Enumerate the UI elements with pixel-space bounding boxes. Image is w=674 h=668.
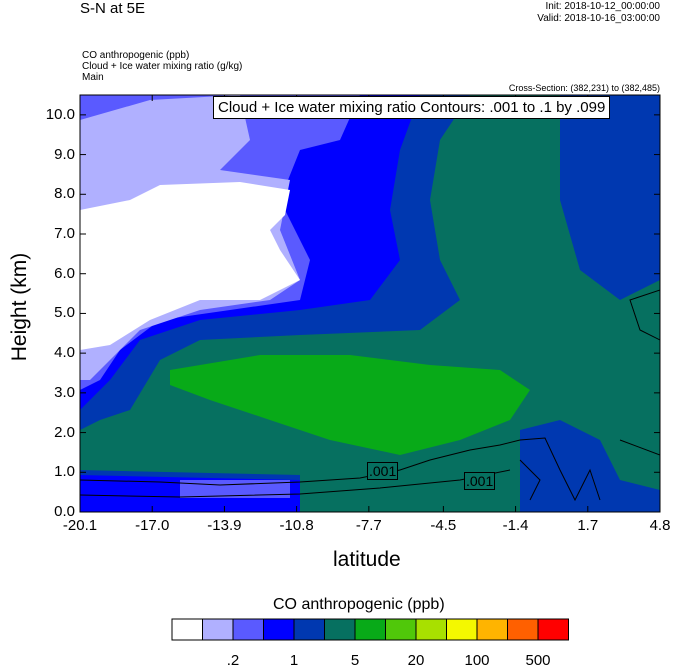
x-tick-label: -10.8 bbox=[279, 517, 314, 534]
contour-info: Cloud + Ice water mixing ratio Contours:… bbox=[213, 96, 611, 119]
field-3: Main bbox=[82, 72, 104, 83]
contour-label: .001 bbox=[464, 472, 496, 490]
field-2: Cloud + Ice water mixing ratio (g/kg) bbox=[82, 61, 243, 72]
colorbar-label: 5 bbox=[350, 652, 360, 668]
colorbar-swatch bbox=[232, 618, 264, 641]
co-region-white bbox=[80, 182, 300, 350]
colorbar-swatch bbox=[293, 618, 325, 641]
colorbar-title: CO anthropogenic (ppb) bbox=[273, 596, 445, 613]
plot-frame bbox=[79, 94, 661, 513]
colorbar-swatch bbox=[202, 618, 234, 641]
colorbar-swatch bbox=[507, 618, 539, 641]
colorbar-label: 100 bbox=[464, 652, 490, 668]
x-tick-label: -17.0 bbox=[135, 517, 170, 534]
y-axis-label: Height (km) bbox=[8, 252, 31, 362]
x-tick-label: -1.4 bbox=[502, 517, 529, 534]
colorbar-label: 1 bbox=[289, 652, 299, 668]
valid-time: Valid: 2018-10-16_03:00:00 bbox=[537, 13, 660, 24]
x-tick-label: 4.8 bbox=[649, 517, 671, 534]
colorbar-swatch bbox=[476, 618, 508, 641]
x-tick-label: -7.7 bbox=[355, 517, 382, 534]
colorbar-swatch bbox=[385, 618, 417, 641]
y-tick-label: 5.0 bbox=[54, 304, 75, 322]
colorbar-swatch bbox=[171, 618, 203, 641]
x-tick-label: -20.1 bbox=[62, 517, 98, 534]
x-tick-label: -4.5 bbox=[430, 517, 457, 534]
y-tick-label: 9.0 bbox=[54, 145, 75, 163]
y-tick-label: 2.0 bbox=[54, 423, 75, 441]
colorbar-swatch bbox=[415, 618, 447, 641]
field-1: CO anthropogenic (ppb) bbox=[82, 50, 190, 61]
colorbar-swatch bbox=[446, 618, 478, 641]
y-tick-label: 6.0 bbox=[54, 264, 75, 282]
colorbar-label: .2 bbox=[226, 652, 240, 668]
y-tick-label: 8.0 bbox=[54, 185, 75, 203]
y-tick-label: 7.0 bbox=[54, 225, 75, 242]
colorbar bbox=[171, 618, 569, 641]
colorbar-swatch bbox=[354, 618, 386, 641]
y-tick-label: 10.0 bbox=[45, 105, 75, 123]
contour-label: .001 bbox=[367, 462, 399, 480]
init-time: Init: 2018-10-12_00:00:00 bbox=[545, 1, 660, 12]
co-region-green bbox=[170, 355, 530, 455]
x-tick-label: 1.7 bbox=[577, 517, 599, 534]
x-tick-label: -13.9 bbox=[207, 517, 242, 534]
y-tick-label: 4.0 bbox=[54, 344, 75, 362]
y-tick-label: 0.0 bbox=[54, 503, 75, 520]
x-axis-label: latitude bbox=[333, 548, 401, 571]
colorbar-swatch bbox=[324, 618, 356, 641]
colorbar-swatch bbox=[537, 618, 569, 641]
colorbar-label: 20 bbox=[407, 652, 425, 668]
cross-section: Cross-Section: (382,231) to (382,485) bbox=[508, 83, 660, 93]
colorbar-swatch bbox=[263, 618, 295, 641]
colorbar-label: 500 bbox=[525, 652, 551, 668]
y-tick-label: 1.0 bbox=[54, 463, 75, 481]
co-field bbox=[80, 95, 660, 512]
y-tick-label: 3.0 bbox=[54, 383, 75, 401]
plot-title: S-N at 5E bbox=[80, 0, 146, 17]
